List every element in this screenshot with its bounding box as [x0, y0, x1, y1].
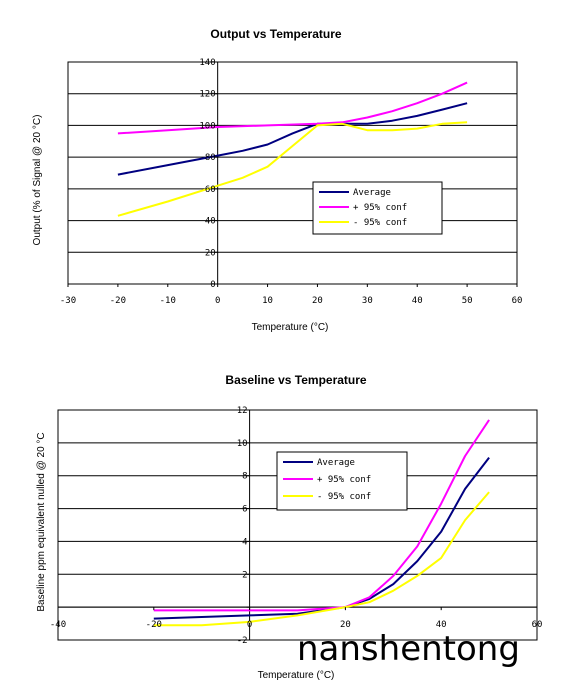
output-chart: Output vs Temperature 020406080100120140…	[32, 27, 522, 333]
legend-label: + 95% conf	[353, 203, 407, 213]
x-tick-label: -30	[60, 296, 76, 306]
x-tick-label: -40	[50, 620, 66, 630]
series-line-1	[153, 419, 490, 612]
x-tick-label: -10	[160, 296, 176, 306]
series-line-2	[153, 491, 490, 627]
output-plot-area	[67, 61, 518, 285]
y-tick-label: 4	[242, 537, 247, 547]
x-tick-label: 20	[340, 620, 351, 630]
x-tick-label: 0	[247, 620, 252, 630]
y-tick-label: 80	[205, 153, 216, 163]
output-x-axis-label: Temperature (°C)	[252, 322, 329, 333]
x-tick-label: 30	[362, 296, 373, 306]
x-tick-label: -20	[110, 296, 126, 306]
output-legend: Average + 95% conf - 95% conf	[312, 181, 443, 235]
baseline-x-axis-label: Temperature (°C)	[258, 670, 335, 681]
legend-label: Average	[317, 458, 355, 468]
output-chart-title: Output vs Temperature	[210, 27, 341, 41]
series-line-1	[117, 81, 468, 135]
y-tick-label: 2	[242, 570, 247, 580]
y-tick-label: 140	[199, 58, 215, 68]
x-tick-label: 60	[512, 296, 523, 306]
legend-label: - 95% conf	[353, 218, 407, 228]
x-tick-label: 20	[312, 296, 323, 306]
y-tick-label: 20	[205, 248, 216, 258]
baseline-legend: Average + 95% conf - 95% conf	[276, 451, 408, 511]
baseline-chart-title: Baseline vs Temperature	[225, 373, 367, 387]
output-y-axis-label: Output (% of Signal @ 20 °C)	[32, 115, 43, 246]
x-tick-label: 10	[262, 296, 273, 306]
watermark-text: nanshentong	[297, 629, 520, 669]
x-tick-label: 40	[412, 296, 423, 306]
legend-label: + 95% conf	[317, 475, 371, 485]
y-tick-label: 60	[205, 185, 216, 195]
baseline-chart: Baseline vs Temperature -2 2 4 6 8 10 12 -40 -20…	[36, 373, 542, 681]
x-tick-label: -20	[146, 620, 162, 630]
legend-label: Average	[353, 188, 391, 198]
series-line-0	[153, 456, 490, 620]
y-tick-label: 8	[242, 472, 247, 482]
baseline-plot-area	[57, 409, 538, 641]
baseline-y-axis-label: Baseline ppm equivalent nulled @ 20 °C	[36, 432, 47, 611]
y-tick-label: 120	[199, 90, 215, 100]
legend-label: - 95% conf	[317, 492, 371, 502]
y-tick-label: -2	[237, 636, 248, 646]
x-tick-label: 0	[215, 296, 220, 306]
y-tick-label: 12	[237, 406, 248, 416]
series-line-2	[117, 121, 468, 217]
x-tick-label: 40	[436, 620, 447, 630]
y-tick-label: 100	[199, 121, 215, 131]
y-tick-label: 40	[205, 217, 216, 227]
y-tick-label: 6	[242, 505, 247, 515]
x-tick-label: 50	[462, 296, 473, 306]
x-tick-label: 60	[532, 620, 543, 630]
y-tick-label: 10	[237, 439, 248, 449]
y-tick-label: 0	[210, 280, 215, 290]
